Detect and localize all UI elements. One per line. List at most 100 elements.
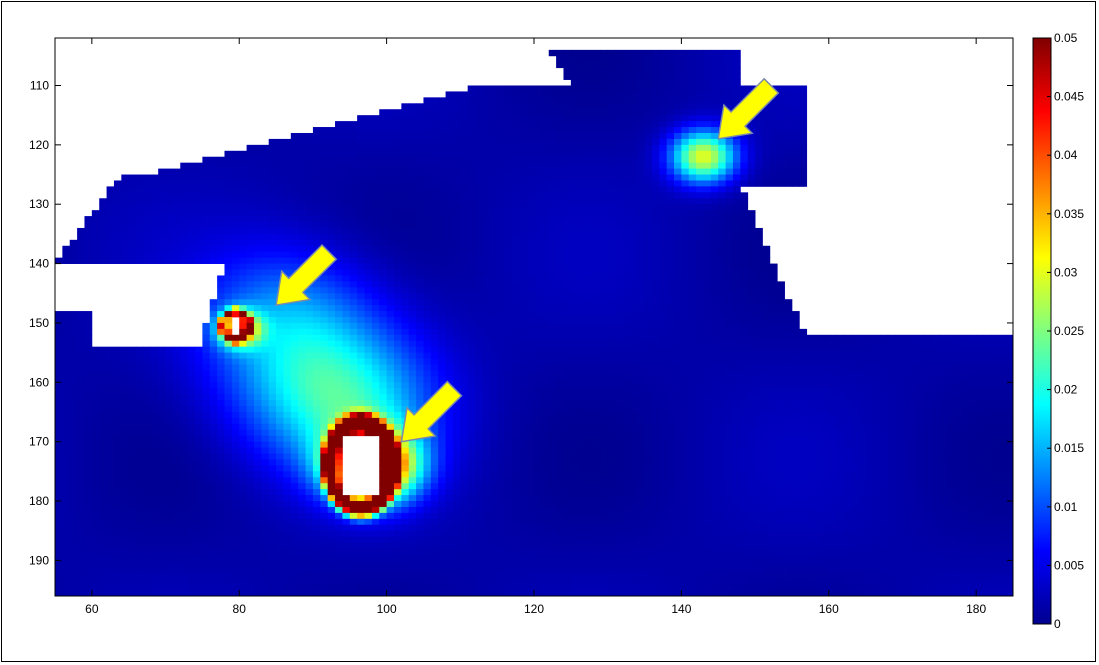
heatmap-cell xyxy=(312,346,321,354)
heatmap-cell xyxy=(445,162,454,169)
heatmap-cell xyxy=(246,334,255,342)
heatmap-cell xyxy=(401,370,410,377)
heatmap-cell xyxy=(865,346,874,354)
heatmap-cell xyxy=(740,382,749,389)
heatmap-cell xyxy=(909,364,918,371)
heatmap-cell xyxy=(371,340,380,348)
heatmap-cell xyxy=(224,328,233,336)
heatmap-cell xyxy=(55,311,63,318)
heatmap-cell xyxy=(769,174,778,181)
heatmap-cell xyxy=(342,121,351,128)
heatmap-cell xyxy=(732,251,741,259)
heatmap-cell xyxy=(556,328,564,336)
heatmap-cell xyxy=(253,210,262,217)
heatmap-cell xyxy=(253,400,262,407)
heatmap-cell xyxy=(784,91,793,98)
heatmap-cell xyxy=(467,233,476,241)
heatmap-cell xyxy=(644,210,653,217)
heatmap-cell xyxy=(386,287,395,294)
heatmap-cell xyxy=(659,400,668,407)
heatmap-cell xyxy=(578,340,586,348)
heatmap-cell xyxy=(747,168,756,175)
heatmap-cell xyxy=(592,61,601,69)
heatmap-cell xyxy=(305,150,314,158)
heatmap-cell xyxy=(121,233,130,241)
heatmap-cell xyxy=(246,340,255,348)
heatmap-cell xyxy=(202,198,211,205)
heatmap-cell xyxy=(423,121,432,128)
heatmap-cell xyxy=(187,388,196,395)
heatmap-cell xyxy=(747,400,756,407)
heatmap-cell xyxy=(762,168,771,175)
heatmap-cell xyxy=(578,275,586,282)
heatmap-cell xyxy=(246,317,255,324)
heatmap-cell xyxy=(563,328,572,336)
heatmap-cell xyxy=(674,311,682,318)
heatmap-cell xyxy=(556,352,564,359)
heatmap-cell xyxy=(475,299,483,306)
heatmap-cell xyxy=(423,156,432,164)
heatmap-cell xyxy=(607,174,616,181)
heatmap-cell xyxy=(629,299,638,306)
heatmap-cell xyxy=(659,239,668,247)
heatmap-cell xyxy=(342,382,351,389)
heatmap-cell xyxy=(592,115,601,122)
heatmap-cell xyxy=(696,400,704,407)
heatmap-cell xyxy=(548,364,557,371)
heatmap-cell xyxy=(718,346,726,354)
heatmap-cell xyxy=(578,352,586,359)
heatmap-cell xyxy=(674,239,682,247)
heatmap-cell xyxy=(128,204,137,211)
heatmap-cell xyxy=(526,138,535,146)
heatmap-cell xyxy=(423,103,432,110)
heatmap-cell xyxy=(592,251,601,259)
heatmap-cell xyxy=(703,370,712,377)
heatmap-cell xyxy=(379,233,388,241)
heatmap-cell xyxy=(651,91,660,98)
heatmap-cell xyxy=(983,346,992,354)
heatmap-cell xyxy=(865,400,874,407)
heatmap-cell xyxy=(592,293,601,300)
heatmap-cell xyxy=(615,156,623,164)
heatmap-cell xyxy=(769,358,778,365)
heatmap-cell xyxy=(327,204,336,211)
heatmap-cell xyxy=(283,400,292,407)
heatmap-cell xyxy=(393,210,402,217)
heatmap-cell xyxy=(239,340,247,348)
heatmap-cell xyxy=(755,370,763,377)
heatmap-cell xyxy=(740,245,749,253)
heatmap-cell xyxy=(430,162,439,169)
heatmap-cell xyxy=(416,352,424,359)
heatmap-cell xyxy=(740,222,749,229)
heatmap-cell xyxy=(600,150,609,158)
heatmap-cell xyxy=(961,340,970,348)
heatmap-cell xyxy=(924,394,933,401)
heatmap-cell xyxy=(423,168,432,175)
heatmap-cell xyxy=(887,346,896,354)
heatmap-cell xyxy=(482,174,491,181)
heatmap-cell xyxy=(268,311,277,318)
heatmap-cell xyxy=(231,186,240,193)
heatmap-cell xyxy=(320,370,329,377)
heatmap-cell xyxy=(998,388,1007,395)
heatmap-cell xyxy=(172,198,181,205)
heatmap-cell xyxy=(393,245,402,253)
heatmap-cell xyxy=(710,55,719,63)
heatmap-cell xyxy=(128,180,137,187)
heatmap-cell xyxy=(231,364,240,371)
heatmap-cell xyxy=(393,346,402,354)
heatmap-cell xyxy=(526,346,535,354)
heatmap-cell xyxy=(172,239,181,247)
heatmap-cell xyxy=(637,73,645,80)
heatmap-cell xyxy=(379,245,388,253)
heatmap-cell xyxy=(430,275,439,282)
heatmap-cell xyxy=(688,97,697,104)
heatmap-cell xyxy=(445,168,454,175)
heatmap-cell xyxy=(305,322,314,330)
heatmap-cell xyxy=(504,257,513,264)
heatmap-cell xyxy=(128,210,137,217)
heatmap-cell xyxy=(224,186,233,193)
heatmap-cell xyxy=(99,346,107,354)
heatmap-cell xyxy=(688,311,697,318)
heatmap-cell xyxy=(298,156,306,164)
